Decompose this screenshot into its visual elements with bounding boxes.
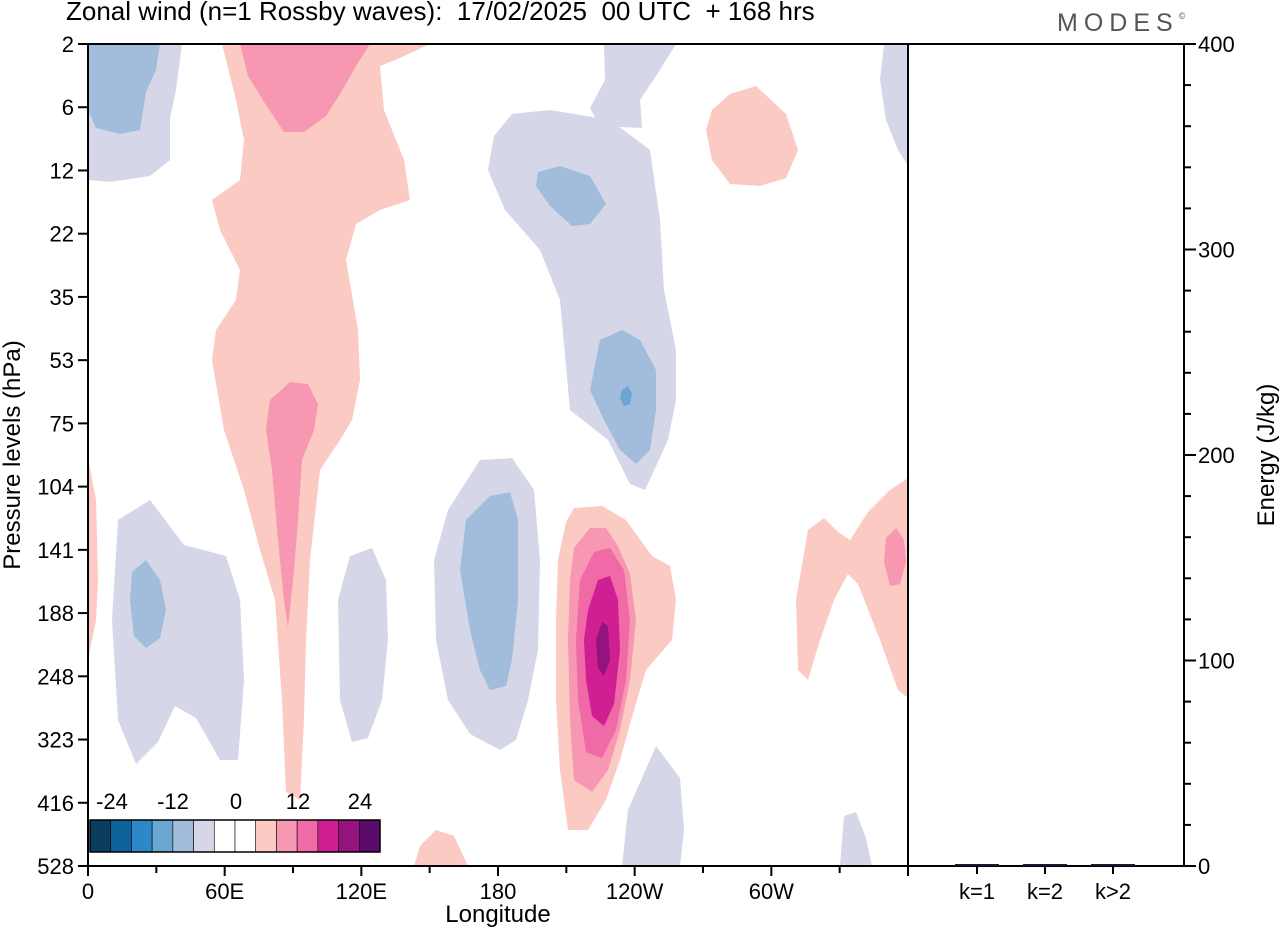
colorbar-swatch bbox=[213, 819, 236, 853]
y-tick-label: 75 bbox=[50, 411, 74, 436]
y-tick-label: 2 bbox=[62, 32, 74, 57]
contour-neg-light-4 bbox=[880, 44, 908, 166]
contour-neg-med-5 bbox=[460, 492, 518, 690]
y-tick-label: 12 bbox=[50, 158, 74, 183]
contour-pos-med-2 bbox=[266, 382, 318, 628]
colorbar-swatch bbox=[296, 819, 319, 853]
energy-bar bbox=[1091, 864, 1135, 866]
colorbar-swatch bbox=[358, 819, 381, 853]
energy-bar bbox=[955, 864, 999, 866]
contour-pos-dark-1 bbox=[596, 622, 610, 676]
x-tick-label: 0 bbox=[82, 879, 94, 904]
colorbar-swatch bbox=[317, 819, 339, 853]
x-axis-title: Longitude bbox=[445, 901, 550, 928]
contour-neg-light-9 bbox=[840, 812, 872, 866]
energy-cat-label: k=1 bbox=[959, 879, 995, 904]
colorbar-swatch bbox=[193, 819, 215, 853]
contour-neg-med-2 bbox=[536, 166, 606, 226]
y-tick-label: 188 bbox=[37, 601, 74, 626]
y-tick-label: 22 bbox=[50, 222, 74, 247]
contour-neg-strong-1 bbox=[620, 386, 632, 406]
chart-title: Zonal wind (n=1 Rossby waves): 17/02/202… bbox=[66, 0, 815, 26]
energy-tick-label: 0 bbox=[1198, 854, 1210, 879]
colorbar-swatch bbox=[89, 819, 112, 853]
logo-text: MODES bbox=[1057, 9, 1179, 37]
y-tick-label: 416 bbox=[37, 791, 74, 816]
energy-bars: k=1 k=2 k>2 bbox=[955, 864, 1135, 904]
energy-tick-label: 400 bbox=[1198, 32, 1235, 57]
colorbar-frame bbox=[89, 819, 381, 853]
colorbar-swatch bbox=[276, 819, 298, 853]
y-tick-label: 35 bbox=[50, 285, 74, 310]
modes-logo: MODES© bbox=[1057, 9, 1186, 37]
contour-pos-light-6 bbox=[414, 830, 468, 866]
contour-pos-light-3 bbox=[88, 458, 98, 660]
colorbar-swatch bbox=[151, 819, 174, 853]
contour-pos-light-5 bbox=[796, 478, 908, 698]
contour-fields bbox=[88, 44, 908, 866]
contour-neg-light-2 bbox=[590, 44, 676, 128]
y-axis-title: Pressure levels (hPa) bbox=[0, 340, 26, 569]
energy-cat-label: k>2 bbox=[1095, 879, 1131, 904]
colorbar-label: 12 bbox=[286, 789, 310, 814]
y-tick-label: 53 bbox=[50, 348, 74, 373]
y-tick-label: 6 bbox=[62, 95, 74, 120]
x-tick-label: 120W bbox=[606, 879, 664, 904]
colorbar-swatch bbox=[255, 819, 277, 853]
colorbar-label: 0 bbox=[230, 789, 242, 814]
colorbar bbox=[88, 818, 382, 854]
contour-pos-light-1 bbox=[212, 44, 430, 800]
y-tick-label: 248 bbox=[37, 664, 74, 689]
x-tick-label: 60E bbox=[205, 879, 244, 904]
y-tick-label: 528 bbox=[37, 854, 74, 879]
colorbar-swatch bbox=[234, 819, 257, 853]
contour-neg-med-4 bbox=[130, 560, 166, 648]
x-axis-ticks: 0 60E 120E 180 120W 60W bbox=[82, 866, 909, 904]
contour-neg-light-8 bbox=[622, 746, 684, 866]
x-tick-label: 60W bbox=[749, 879, 794, 904]
colorbar-swatch bbox=[338, 819, 360, 853]
y-axis-ticks: 2 6 12 22 35 53 75 104 141 188 248 323 416 528 bbox=[37, 32, 88, 879]
colorbar-label: -12 bbox=[157, 789, 189, 814]
y-tick-label: 141 bbox=[37, 538, 74, 563]
y-tick-label: 104 bbox=[37, 475, 74, 500]
colorbar-swatch bbox=[110, 819, 132, 853]
contour-neg-light-5 bbox=[112, 500, 244, 764]
energy-bar bbox=[1023, 864, 1067, 866]
energy-tick-label: 300 bbox=[1198, 238, 1235, 263]
energy-tick-label: 100 bbox=[1198, 649, 1235, 674]
energy-cat-label: k=2 bbox=[1027, 879, 1063, 904]
energy-tick-label: 200 bbox=[1198, 443, 1235, 468]
y-tick-label: 323 bbox=[37, 728, 74, 753]
energy-axis-ticks: 0 100 200 300 400 bbox=[1184, 32, 1235, 879]
colorbar-labels: -24 -12 0 12 24 bbox=[96, 789, 372, 814]
contour-pos-light-2 bbox=[706, 86, 798, 186]
x-tick-label: 120E bbox=[336, 879, 387, 904]
contour-neg-light-6 bbox=[338, 548, 388, 742]
colorbar-swatch bbox=[172, 819, 194, 853]
colorbar-swatch bbox=[131, 819, 153, 853]
contour-neg-med-1 bbox=[88, 44, 160, 134]
colorbar-label: 24 bbox=[348, 789, 372, 814]
x-tick-label: 180 bbox=[480, 879, 517, 904]
colorbar-label: -24 bbox=[96, 789, 128, 814]
energy-axis-title: Energy (J/kg) bbox=[1253, 384, 1280, 527]
contour-pos-med-4 bbox=[884, 528, 906, 586]
contour-pos-med-1 bbox=[240, 44, 370, 132]
